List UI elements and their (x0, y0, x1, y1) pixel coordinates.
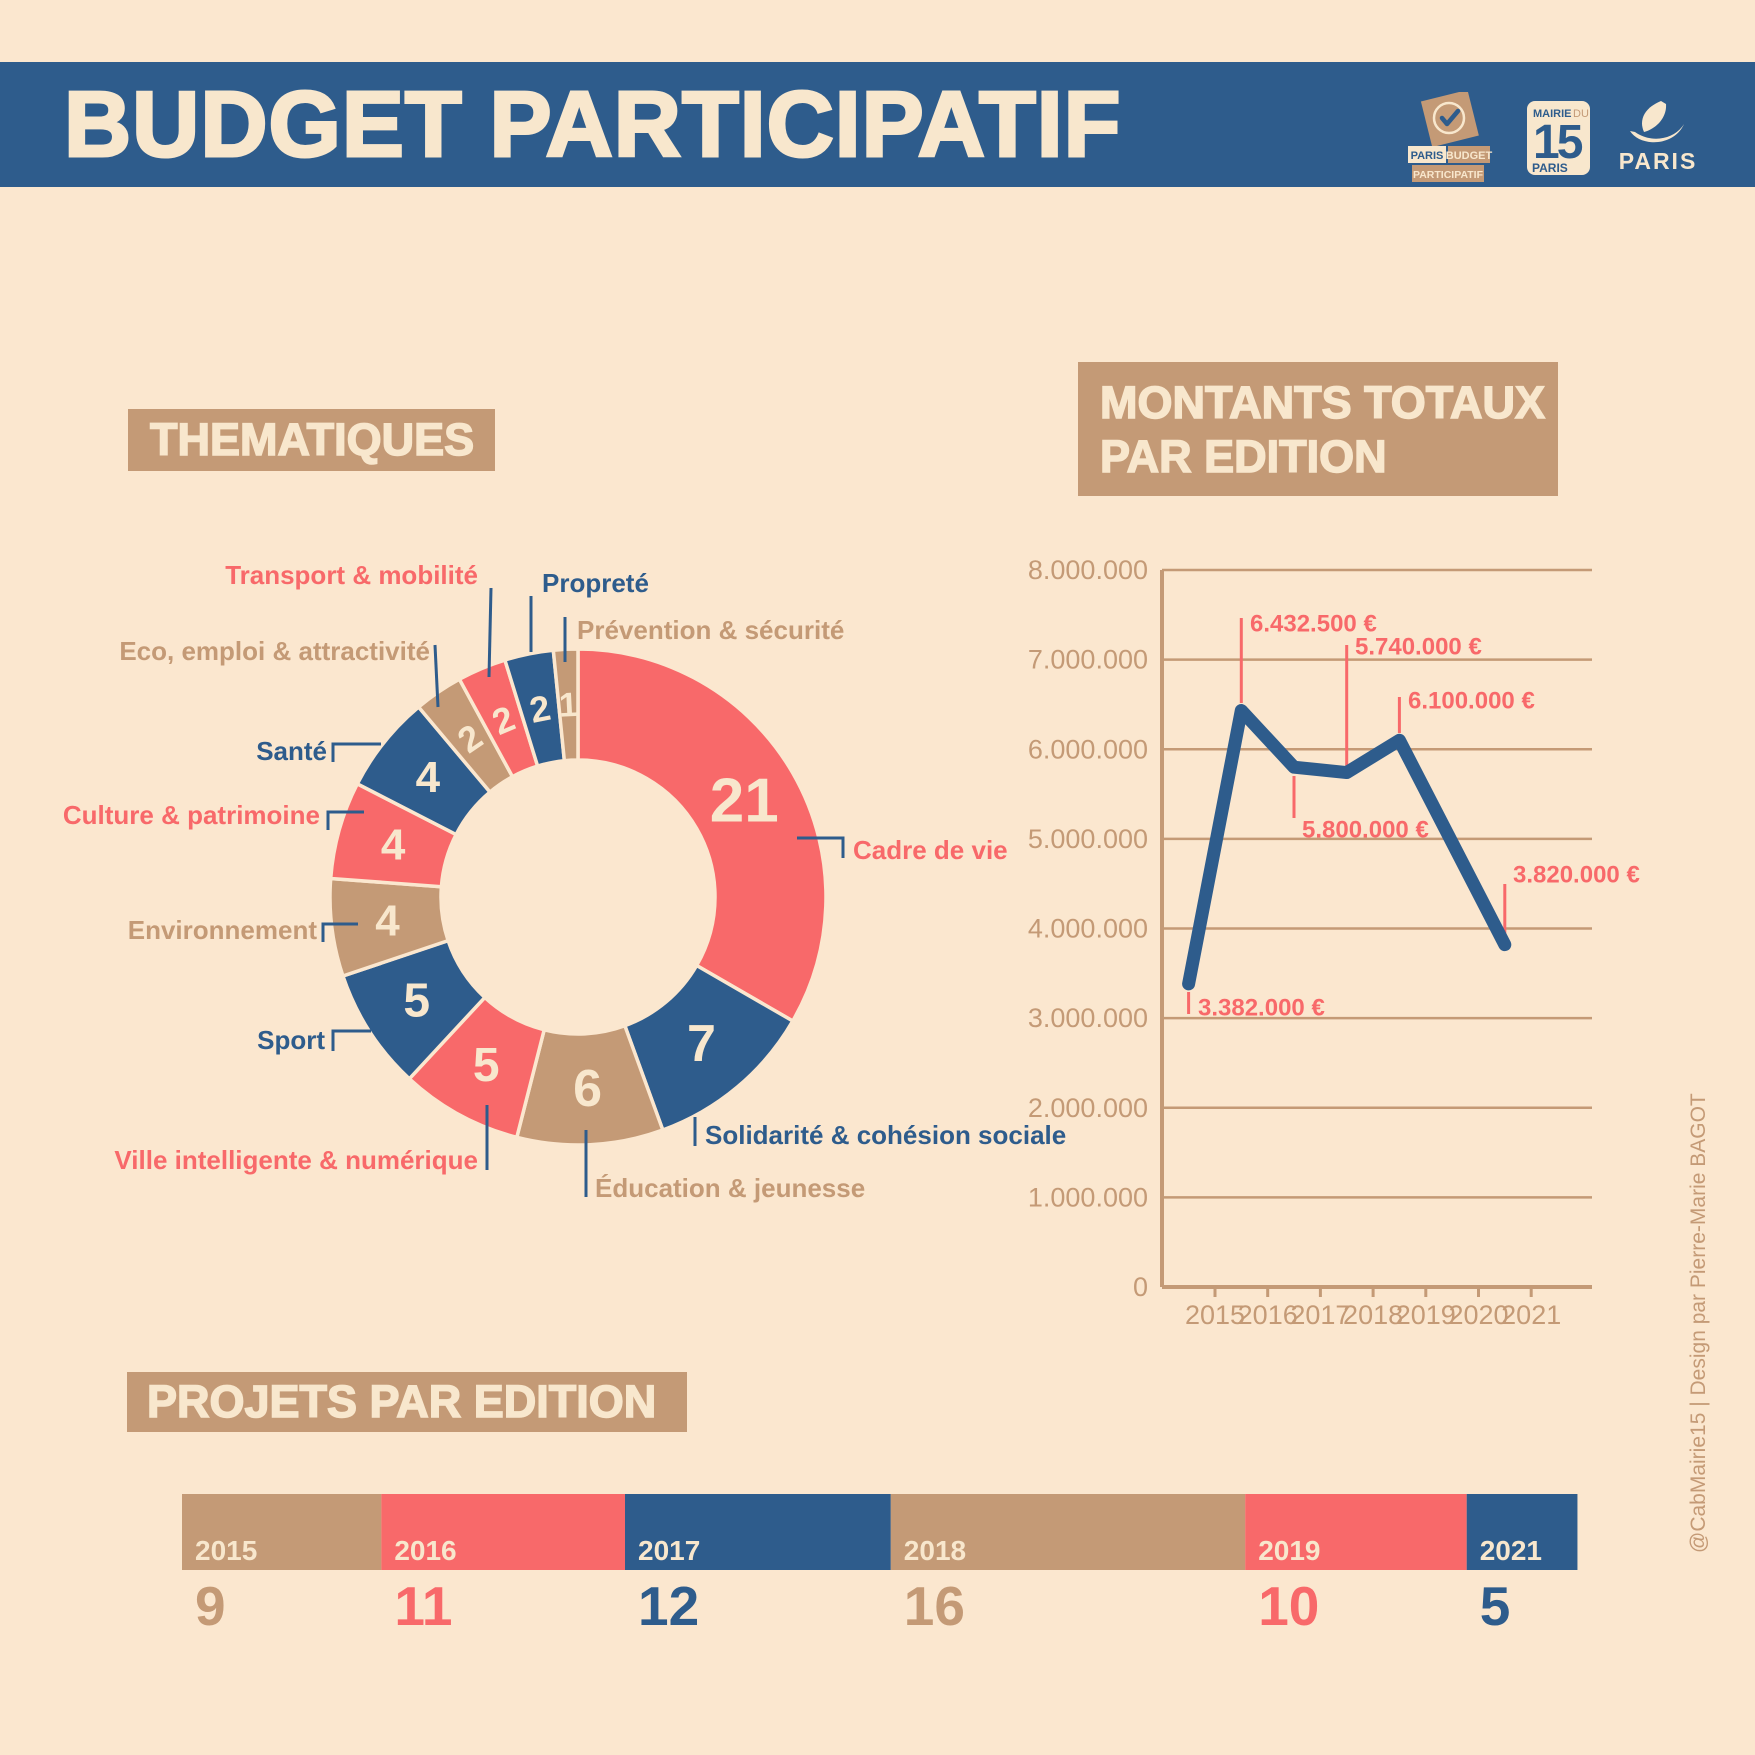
logo-budget-word: BUDGET (1446, 150, 1493, 162)
bar-value-label-2016: 11 (394, 1575, 452, 1637)
donut-slice-value-sante: 4 (416, 753, 441, 802)
budget-participatif-logo: PARIS BUDGET PARTICIPATIF (1408, 92, 1493, 182)
theme-label-cadre: Cadre de vie (853, 835, 1008, 865)
annotation-label-2021: 3.820.000 € (1513, 862, 1640, 889)
bar-value-label-2021: 5 (1480, 1575, 1511, 1637)
x-tick-label: 2021 (1501, 1300, 1561, 1330)
credits-watermark: @CabMairie15 | Design par Pierre-Marie B… (1687, 1093, 1710, 1553)
x-tick-label: 2020 (1448, 1300, 1508, 1330)
bar-year-label-2019: 2019 (1258, 1535, 1320, 1566)
y-tick-label: 7.000.000 (1028, 645, 1148, 675)
logo-mairie-word: MAIRIE (1533, 108, 1572, 120)
donut-slice-value-sport: 5 (403, 975, 430, 1028)
bar-segment-2016 (381, 1494, 625, 1570)
montants-title-line1: MONTANTS TOTAUX (1099, 376, 1545, 429)
theme-label-eco: Eco, emploi & attractivité (119, 636, 430, 666)
x-tick-label: 2019 (1396, 1300, 1456, 1330)
donut-slice-prevention (551, 647, 580, 763)
bar-value-label-2017: 12 (638, 1575, 699, 1637)
logo-mairie-paris-word: PARIS (1532, 161, 1568, 175)
montants-section-title: MONTANTS TOTAUX PAR EDITION (1078, 362, 1558, 496)
bar-year-label-2021: 2021 (1480, 1535, 1542, 1566)
x-tick-label: 2018 (1343, 1300, 1403, 1330)
bar-segment-2015 (182, 1494, 382, 1570)
thematiques-section-title: THEMATIQUES (128, 409, 495, 471)
boat-hull-icon (1630, 124, 1684, 143)
theme-label-prevention: Prévention & sécurité (577, 615, 844, 645)
montants-line-series (1182, 703, 1512, 991)
theme-connector-cadre (797, 836, 845, 858)
theme-label-sport: Sport (257, 1025, 325, 1055)
theme-connector-culture (326, 810, 364, 830)
bar-year-label-2017: 2017 (638, 1535, 700, 1566)
y-tick-label: 1.000.000 (1028, 1182, 1148, 1212)
y-tick-label: 6.000.000 (1028, 734, 1148, 764)
bar-year-label-2018: 2018 (904, 1535, 966, 1566)
donut-slice-value-ville: 5 (473, 1039, 500, 1092)
bar-value-label-2018: 16 (904, 1575, 965, 1637)
check-icon (1439, 108, 1461, 127)
y-tick-label: 3.000.000 (1028, 1003, 1148, 1033)
y-tick-label: 4.000.000 (1028, 914, 1148, 944)
theme-connector-transport (487, 587, 493, 678)
donut-slice-cadre (576, 647, 828, 1024)
sail-icon (1641, 101, 1667, 132)
theme-label-proprete: Propreté (542, 568, 649, 598)
theme-label-education: Éducation & jeunesse (595, 1173, 865, 1203)
annotation-label-2019: 6.100.000 € (1408, 688, 1535, 715)
paris-logo: PARIS (1619, 101, 1698, 174)
bar-segment-2021 (1466, 1494, 1578, 1570)
annotation-label-2018: 5.740.000 € (1355, 634, 1482, 661)
page-title: BUDGET PARTICIPATIF (62, 71, 1122, 178)
bar-segment-2017 (625, 1494, 891, 1570)
theme-label-culture: Culture & patrimoine (63, 800, 320, 830)
annotation-label-2017: 5.800.000 € (1302, 817, 1429, 844)
donut-slice-value-environnement: 4 (375, 896, 400, 945)
annotation-label-2016: 6.432.500 € (1250, 611, 1377, 638)
y-tick-label: 8.000.000 (1028, 555, 1148, 585)
donut-slice-value-prevention: 1 (558, 686, 579, 725)
check-circle-icon (1432, 101, 1466, 135)
logo-15-number: 15 (1533, 116, 1583, 169)
theme-connector-sante (331, 742, 381, 762)
theme-connector-environnement (321, 922, 358, 942)
montants-title-line2: PAR EDITION (1099, 430, 1387, 483)
y-tick-label: 5.000.000 (1028, 824, 1148, 854)
logo-participatif-word: PARTICIPATIF (1413, 169, 1484, 181)
theme-label-sante: Santé (256, 736, 327, 766)
bar-segment-2018 (890, 1494, 1246, 1570)
x-tick-label: 2017 (1290, 1300, 1350, 1330)
x-tick-label: 2015 (1185, 1300, 1245, 1330)
logo-du-word: DU (1573, 108, 1589, 120)
theme-label-transport: Transport & mobilité (225, 560, 478, 590)
bar-segment-2019 (1245, 1494, 1467, 1570)
theme-label-solidarite: Solidarité & cohésion sociale (705, 1120, 1066, 1150)
bar-value-label-2015: 9 (195, 1575, 226, 1637)
bar-value-label-2019: 10 (1258, 1575, 1319, 1637)
theme-label-ville: Ville intelligente & numérique (114, 1145, 478, 1175)
donut-slice-value-cadre: 21 (710, 767, 779, 836)
donut-slice-value-education: 6 (573, 1060, 602, 1118)
theme-connector-sport (331, 1029, 371, 1051)
mairie15-logo: MAIRIE DU 15 PARIS (1527, 101, 1590, 175)
x-tick-label: 2016 (1238, 1300, 1298, 1330)
y-tick-label: 0 (1133, 1272, 1148, 1302)
donut-slice-value-solidarite: 7 (687, 1015, 716, 1073)
projets-section-title: PROJETS PAR EDITION (127, 1372, 687, 1432)
theme-connector-eco (433, 644, 440, 708)
theme-label-environnement: Environnement (128, 915, 318, 945)
bar-year-label-2016: 2016 (394, 1535, 456, 1566)
donut-slice-value-culture: 4 (381, 820, 406, 869)
annotation-label-2015: 3.382.000 € (1198, 995, 1325, 1022)
logo-paris-city-word: PARIS (1619, 148, 1698, 174)
logo-paris-word: PARIS (1411, 150, 1444, 162)
bar-year-label-2015: 2015 (195, 1535, 257, 1566)
y-tick-label: 2.000.000 (1028, 1093, 1148, 1123)
